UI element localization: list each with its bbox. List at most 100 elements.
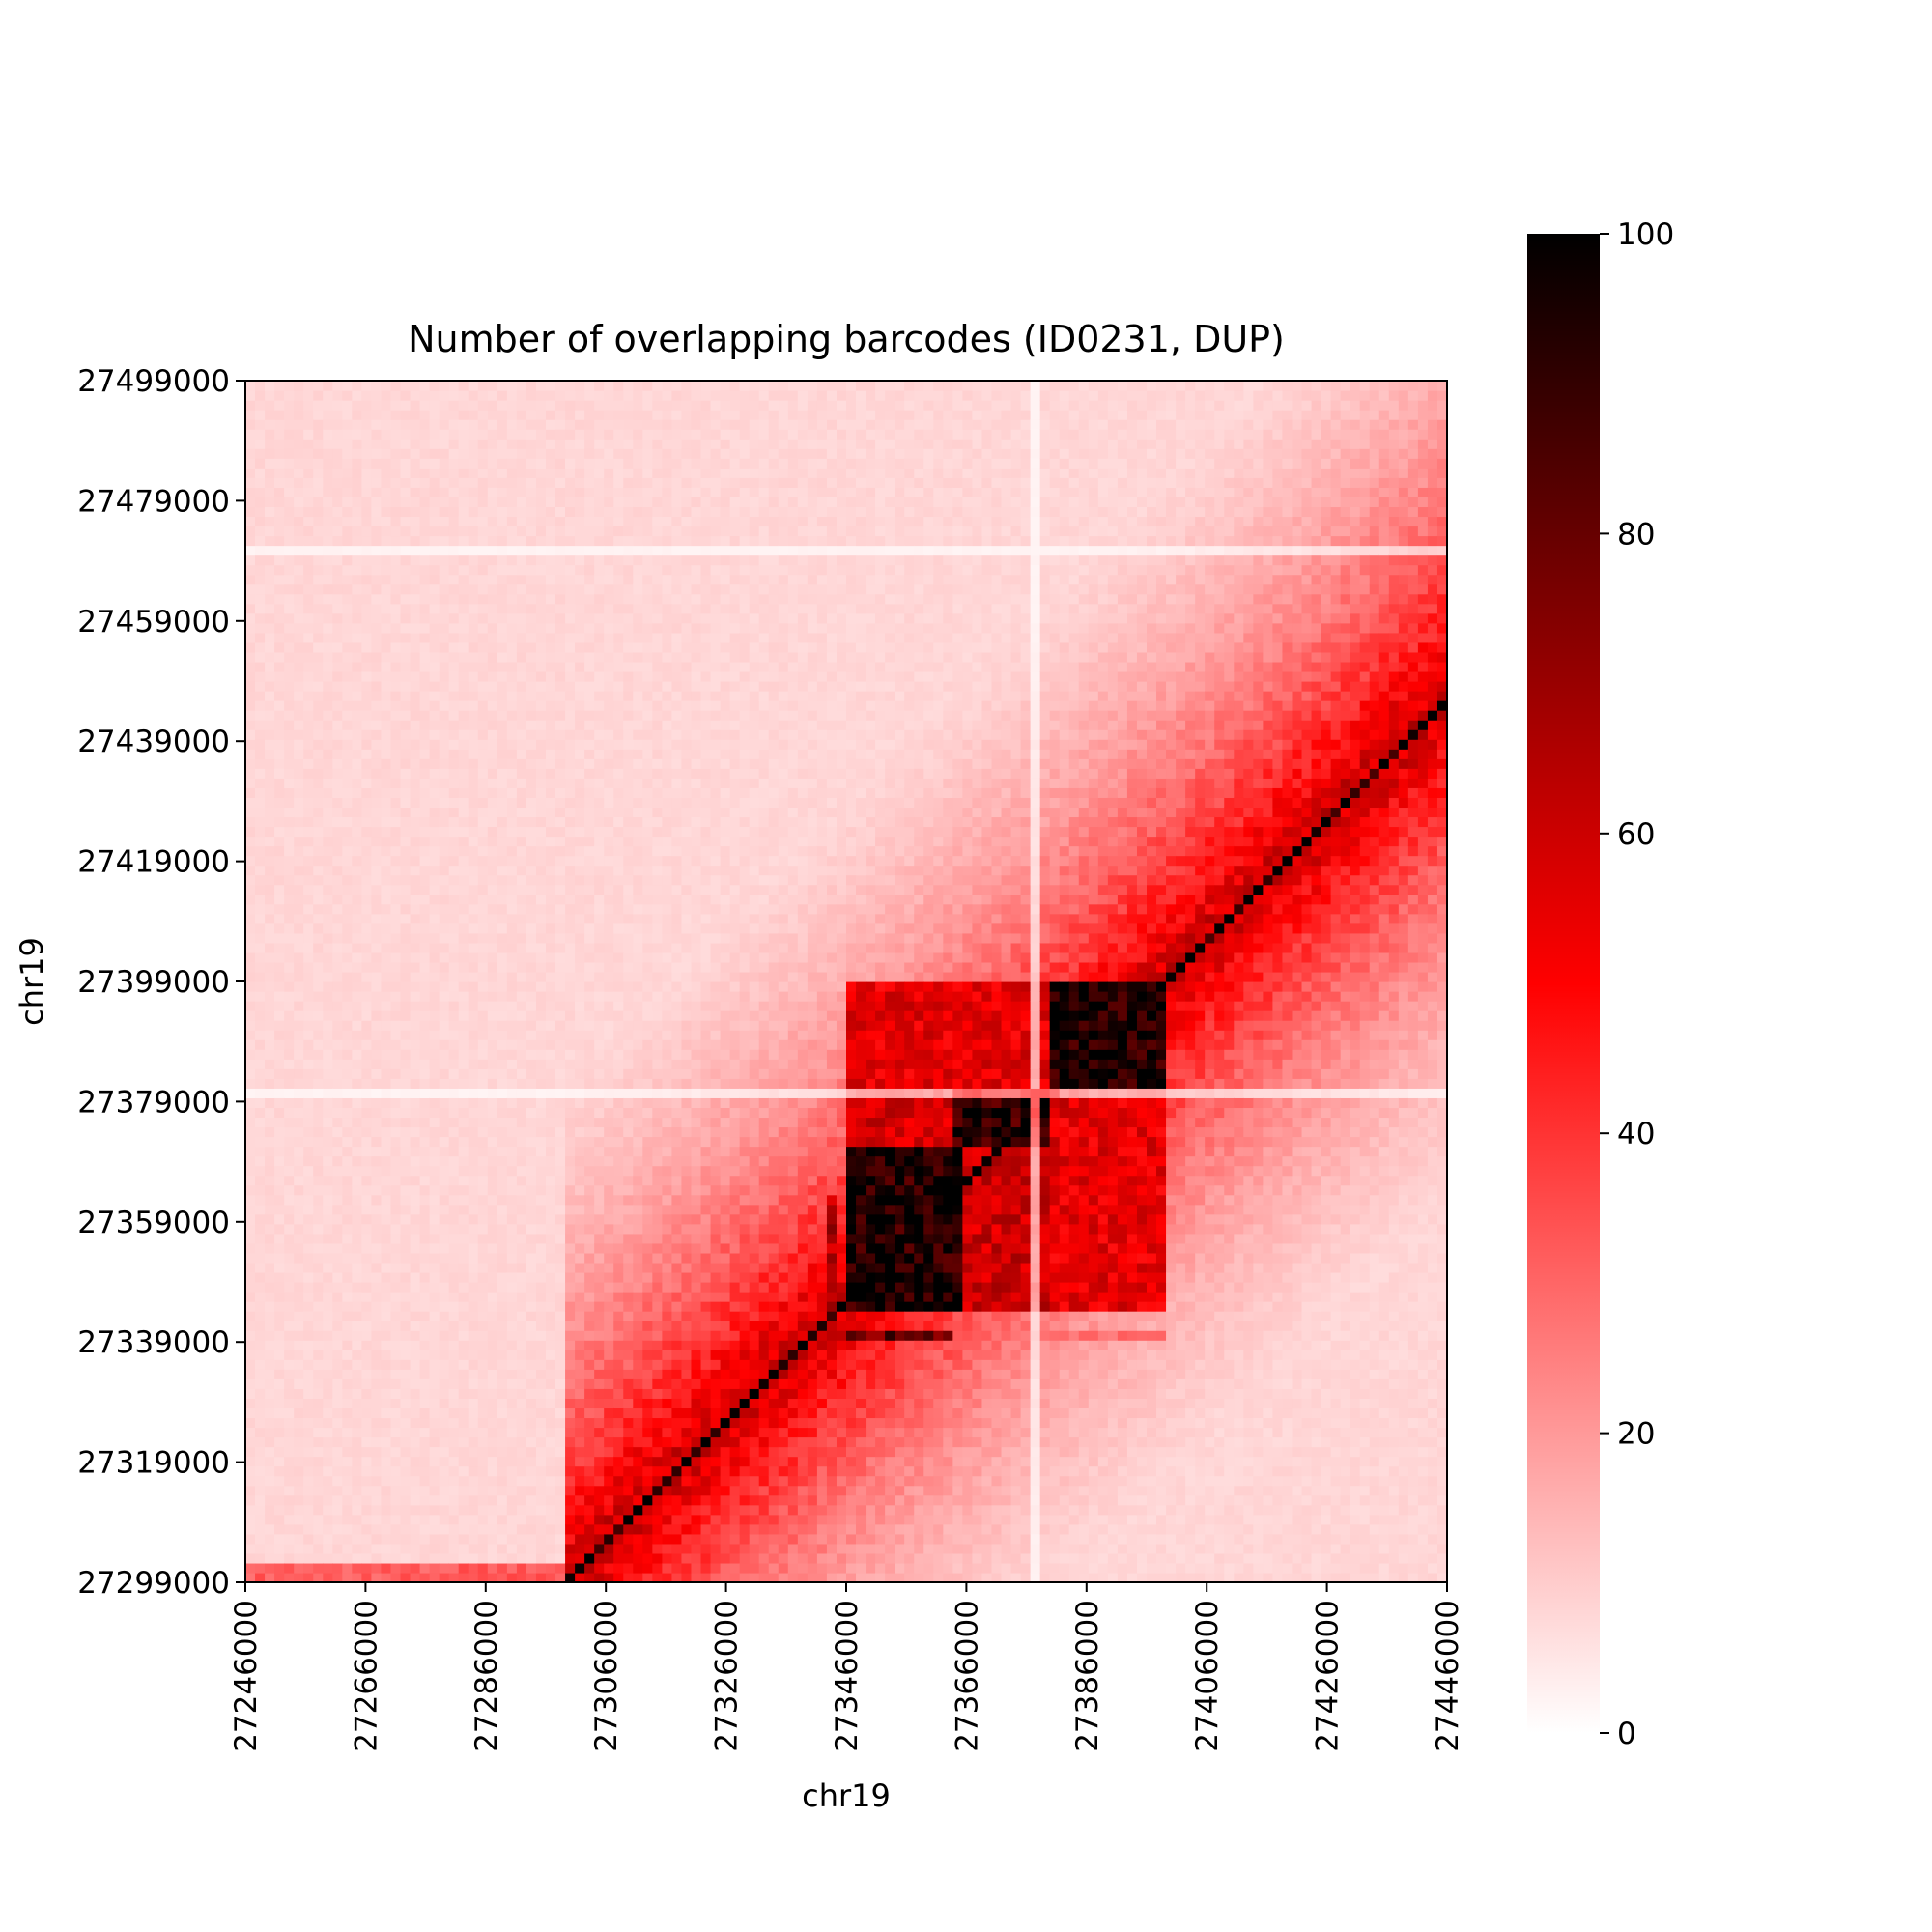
heatmap-cell [517,1253,527,1264]
heatmap-cell [390,381,401,391]
heatmap-cell [517,546,527,556]
heatmap-cell [623,1020,634,1031]
heatmap-cell [469,1369,479,1379]
heatmap-cell [411,1234,421,1244]
heatmap-cell [313,1466,324,1477]
heatmap-cell [332,1147,343,1157]
heatmap-cell [342,1243,353,1254]
heatmap-cell [303,1126,314,1137]
heatmap-cell [352,671,362,682]
heatmap-cell [517,875,527,886]
heatmap-cell [633,1243,643,1254]
heatmap-cell [323,671,333,682]
heatmap-cell [546,1292,556,1302]
heatmap-cell [294,1030,304,1040]
heatmap-cell [332,390,343,401]
heatmap-cell [411,1369,421,1379]
heatmap-cell [265,837,275,847]
heatmap-cell [303,536,314,547]
heatmap-cell [401,914,412,924]
heatmap-cell [420,652,431,663]
heatmap-cell [604,642,614,653]
heatmap-cell [594,468,605,478]
heatmap-cell [594,1030,605,1040]
heatmap-cell [440,1078,450,1089]
heatmap-cell [604,1263,614,1273]
heatmap-cell [536,526,547,536]
heatmap-cell [613,837,624,847]
heatmap-cell [390,1486,401,1496]
heatmap-cell [507,526,518,536]
heatmap-cell [245,458,256,469]
heatmap-cell [294,691,304,701]
heatmap-cell [613,1515,624,1525]
heatmap-cell [294,652,304,663]
heatmap-cell [604,1563,614,1574]
heatmap-cell [361,1039,372,1050]
heatmap-cell [449,671,460,682]
heatmap-cell [449,1447,460,1458]
heatmap-cell [381,565,391,576]
heatmap-cell [420,1417,431,1428]
heatmap-cell [245,1388,256,1399]
heatmap-cell [536,1020,547,1031]
heatmap-cell [255,633,266,643]
heatmap-cell [488,1195,498,1206]
heatmap-cell [613,895,624,905]
heatmap-cell [526,856,537,867]
heatmap-cell [507,1195,518,1206]
heatmap-cell [342,1156,353,1167]
heatmap-cell [255,895,266,905]
heatmap-cell [381,1476,391,1487]
heatmap-cell [420,1369,431,1379]
heatmap-cell [584,1534,595,1545]
heatmap-cell [265,565,275,576]
heatmap-cell [517,923,527,934]
heatmap-cell [245,816,256,827]
heatmap-cell [323,613,333,624]
heatmap-cell [255,1330,266,1341]
heatmap-cell [613,1097,624,1108]
heatmap-cell [604,1447,614,1458]
heatmap-cell [274,1030,285,1040]
heatmap-cell [284,536,295,547]
heatmap-cell [497,1107,508,1118]
heatmap-cell [469,1515,479,1525]
heatmap-cell [284,1292,295,1302]
heatmap-cell [420,1407,431,1418]
heatmap-cell [584,1166,595,1177]
heatmap-cell [411,943,421,953]
heatmap-cell [594,604,605,614]
heatmap-cell [594,1117,605,1127]
heatmap-cell [497,584,508,595]
heatmap-cell [575,1515,585,1525]
heatmap-cell [411,729,421,740]
heatmap-cell [604,866,614,876]
heatmap-cell [411,1001,421,1011]
heatmap-cell [546,1350,556,1360]
heatmap-cell [303,797,314,808]
heatmap-cell [440,1205,450,1215]
heatmap-cell [497,710,508,721]
heatmap-cell [371,1059,382,1069]
heatmap-cell [284,506,295,517]
heatmap-cell [613,1301,624,1312]
heatmap-cell [245,1563,256,1574]
heatmap-cell [459,400,469,411]
heatmap-cell [390,516,401,526]
heatmap-cell [274,642,285,653]
heatmap-cell [497,1553,508,1564]
heatmap-cell [313,390,324,401]
heatmap-cell [613,1166,624,1177]
heatmap-cell [313,1078,324,1089]
heatmap-cell [594,1427,605,1437]
heatmap-cell [449,458,460,469]
heatmap-cell [526,613,537,624]
heatmap-cell [245,1039,256,1050]
heatmap-cell [555,448,566,459]
heatmap-cell [449,526,460,536]
heatmap-cell [430,914,440,924]
heatmap-cell [536,875,547,886]
heatmap-cell [565,584,576,595]
heatmap-cell [469,749,479,759]
